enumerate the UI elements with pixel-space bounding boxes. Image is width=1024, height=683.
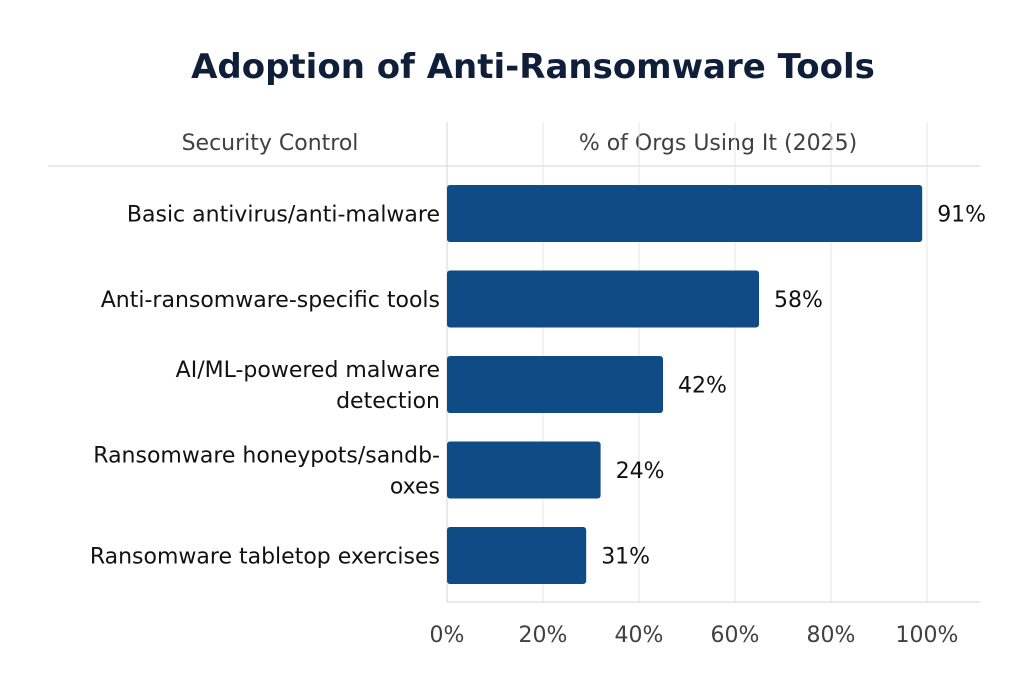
x-tick-label: 20%	[519, 623, 568, 648]
bar	[447, 527, 587, 584]
bar	[447, 441, 601, 499]
x-tick-label: 80%	[807, 623, 856, 648]
chart-title: Adoption of Anti-Ransomware Tools	[191, 47, 875, 87]
bar	[447, 185, 923, 242]
category-label: Anti-ransomware-specific tools	[101, 288, 440, 313]
category-label: Ransomware tabletop exercises	[90, 545, 440, 570]
data-label: 42%	[678, 374, 727, 399]
bar	[447, 270, 759, 328]
value-column-header: % of Orgs Using It (2025)	[579, 131, 857, 156]
category-label: Basic antivirus/anti-malware	[127, 203, 440, 228]
category-label: AI/ML-powered malware detection	[176, 358, 440, 414]
data-label: 31%	[601, 545, 650, 570]
category-label: Ransomware honeypots/sandb-oxes	[93, 444, 440, 500]
x-tick-labels-group: 0% 20% 40% 60% 80% 100%	[430, 623, 959, 648]
x-tick-label: 40%	[615, 623, 664, 648]
data-label: 58%	[774, 288, 823, 313]
x-tick-label: 60%	[711, 623, 760, 648]
data-labels-group: 91% 58% 42% 24% 31%	[601, 203, 986, 570]
category-labels-group: Basic antivirus/anti-malware Anti-ransomw…	[90, 203, 440, 570]
data-label: 24%	[616, 459, 665, 484]
category-column-header: Security Control	[182, 131, 359, 156]
bar	[447, 356, 663, 413]
x-tick-label: 100%	[896, 623, 959, 648]
bars-group	[447, 185, 923, 584]
data-label: 91%	[937, 203, 986, 228]
x-tick-label: 0%	[430, 623, 465, 648]
